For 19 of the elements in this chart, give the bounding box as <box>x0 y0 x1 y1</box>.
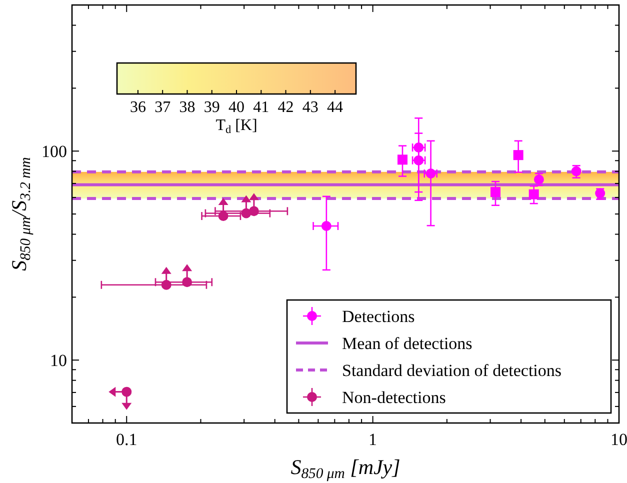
legend-label: Standard deviation of detections <box>342 361 562 380</box>
x-axis-title: S$_{850 μm}$ [mJy] <box>290 455 400 482</box>
legend-label: Non-detections <box>342 388 446 407</box>
annotation: 36 <box>130 99 146 116</box>
x-tick-label: 10 <box>610 430 627 449</box>
legend-label: Detections <box>342 307 415 326</box>
annotation: 37 <box>154 99 171 116</box>
annotation: 38 <box>179 99 196 116</box>
x-tick-label: 0.1 <box>116 430 138 449</box>
annotation: 44 <box>327 99 344 116</box>
annotation: T$_{d}$ [K] <box>216 117 258 136</box>
annotation: 39 <box>204 99 220 116</box>
y-tick-label: 100 <box>42 142 67 162</box>
annotation: 43 <box>302 99 318 116</box>
legend-label: Mean of detections <box>342 334 472 353</box>
annotation: 40 <box>228 99 244 116</box>
x-tick-label: 1 <box>368 430 378 449</box>
annotation: 42 <box>278 99 294 116</box>
annotation: 41 <box>253 99 270 116</box>
